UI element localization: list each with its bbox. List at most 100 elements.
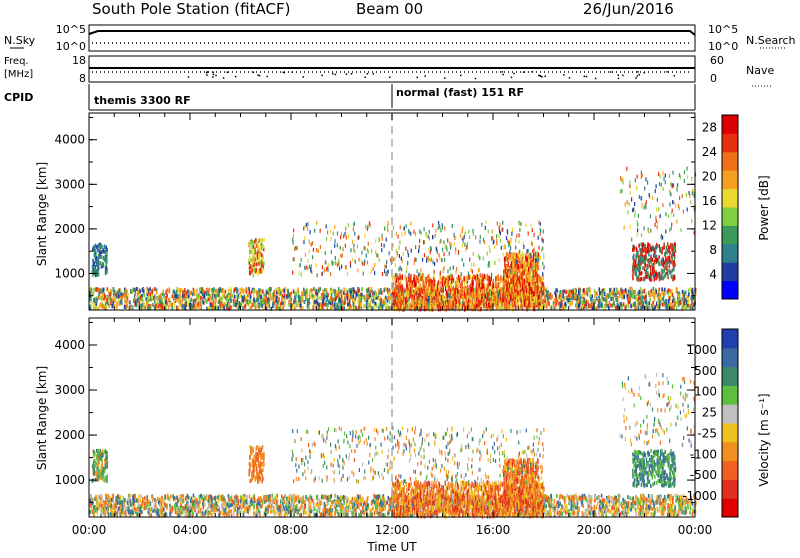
backscatter-cell <box>293 290 295 294</box>
backscatter-cell <box>461 304 462 309</box>
backscatter-cell <box>520 254 521 259</box>
backscatter-cell <box>507 273 508 278</box>
noise-top-left: 10^5 <box>56 23 86 36</box>
backscatter-cell <box>668 288 670 292</box>
backscatter-cell <box>94 266 96 270</box>
backscatter-cell <box>200 302 202 306</box>
backscatter-cell <box>122 295 124 299</box>
backscatter-cell <box>486 299 487 304</box>
backscatter-cell <box>483 304 484 309</box>
backscatter-cell <box>394 302 395 307</box>
backscatter-cell <box>247 294 249 298</box>
backscatter-cell <box>113 296 115 300</box>
backscatter-cell <box>353 302 355 306</box>
backscatter-cell <box>510 295 511 300</box>
backscatter-cell <box>671 289 673 293</box>
backscatter-cell <box>148 295 150 299</box>
backscatter-cell <box>683 305 685 309</box>
backscatter-cell <box>460 283 461 288</box>
backscatter-cell <box>248 287 250 291</box>
backscatter-cell <box>384 301 386 305</box>
backscatter-cell <box>109 292 111 296</box>
backscatter-cell <box>601 294 603 298</box>
freq-drop-point <box>321 75 323 77</box>
backscatter-cell <box>610 304 612 308</box>
backscatter-cell <box>504 284 505 289</box>
backscatter-cell <box>258 269 260 273</box>
backscatter-cell <box>425 281 426 286</box>
backscatter-cell <box>344 294 346 298</box>
backscatter-cell <box>476 297 477 302</box>
backscatter-cell <box>614 288 616 292</box>
backscatter-cell <box>419 301 420 306</box>
backscatter-cell <box>522 283 523 288</box>
backscatter-cell <box>661 287 663 291</box>
backscatter-cell <box>535 252 536 257</box>
backscatter-cell <box>151 295 153 299</box>
backscatter-cell <box>674 303 676 307</box>
backscatter-cell <box>325 302 327 306</box>
backscatter-cell <box>224 295 226 299</box>
backscatter-cell <box>623 295 625 299</box>
backscatter-cell <box>258 258 260 262</box>
backscatter-cell <box>492 290 493 295</box>
backscatter-cell <box>411 293 412 298</box>
freq-top-tick: 18 <box>72 54 86 67</box>
backscatter-cell <box>555 293 557 297</box>
backscatter-cell <box>623 302 625 306</box>
backscatter-cell <box>458 281 459 286</box>
freq-drop-point <box>259 75 261 77</box>
backscatter-cell <box>583 292 585 296</box>
backscatter-cell <box>292 304 294 308</box>
backscatter-cell <box>688 293 690 297</box>
backscatter-cell <box>322 300 324 304</box>
backscatter-cell <box>518 276 519 281</box>
backscatter-cell <box>533 292 534 297</box>
backscatter-cell <box>259 239 261 243</box>
backscatter-cell <box>524 279 525 284</box>
backscatter-cell <box>515 292 516 297</box>
backscatter-cell <box>401 291 402 296</box>
backscatter-cell <box>457 288 458 293</box>
nsky-trace <box>89 31 695 35</box>
backscatter-cell <box>464 301 465 306</box>
backscatter-cell <box>403 288 404 293</box>
freq-drop-point <box>502 74 504 76</box>
backscatter-cell <box>511 301 512 306</box>
backscatter-cell <box>258 262 260 266</box>
backscatter-cell <box>492 295 493 300</box>
backscatter-cell <box>266 298 268 302</box>
backscatter-cell <box>521 272 522 277</box>
backscatter-cell <box>505 280 506 285</box>
backscatter-cell <box>533 262 534 267</box>
backscatter-cell <box>146 301 148 305</box>
backscatter-cell <box>664 288 666 292</box>
freq-bottom-tick: 8 <box>79 72 86 85</box>
backscatter-cell <box>543 290 544 295</box>
backscatter-cell <box>191 303 193 307</box>
backscatter-cell <box>383 288 385 292</box>
backscatter-cell <box>94 249 96 253</box>
backscatter-cell <box>498 276 499 281</box>
backscatter-cell <box>312 306 314 310</box>
backscatter-cell <box>568 298 570 302</box>
backscatter-cell <box>169 302 171 306</box>
backscatter-cell <box>517 265 518 270</box>
backscatter-cell <box>96 256 98 260</box>
backscatter-cell <box>262 257 264 261</box>
backscatter-cell <box>542 304 543 309</box>
cpid-mode-2: normal (fast) 151 RF <box>396 86 524 99</box>
backscatter-cell <box>398 295 399 300</box>
backscatter-cell <box>438 307 439 312</box>
backscatter-cell <box>641 300 643 304</box>
backscatter-cell <box>388 292 390 296</box>
freq-drop-point <box>373 73 375 75</box>
backscatter-cell <box>692 291 694 295</box>
backscatter-cell <box>203 294 205 298</box>
backscatter-cell <box>628 289 630 293</box>
backscatter-cell <box>638 297 640 301</box>
backscatter-cell <box>396 292 397 297</box>
freq-drop-point <box>502 71 504 73</box>
backscatter-cell <box>662 291 664 295</box>
backscatter-cell <box>323 293 325 297</box>
